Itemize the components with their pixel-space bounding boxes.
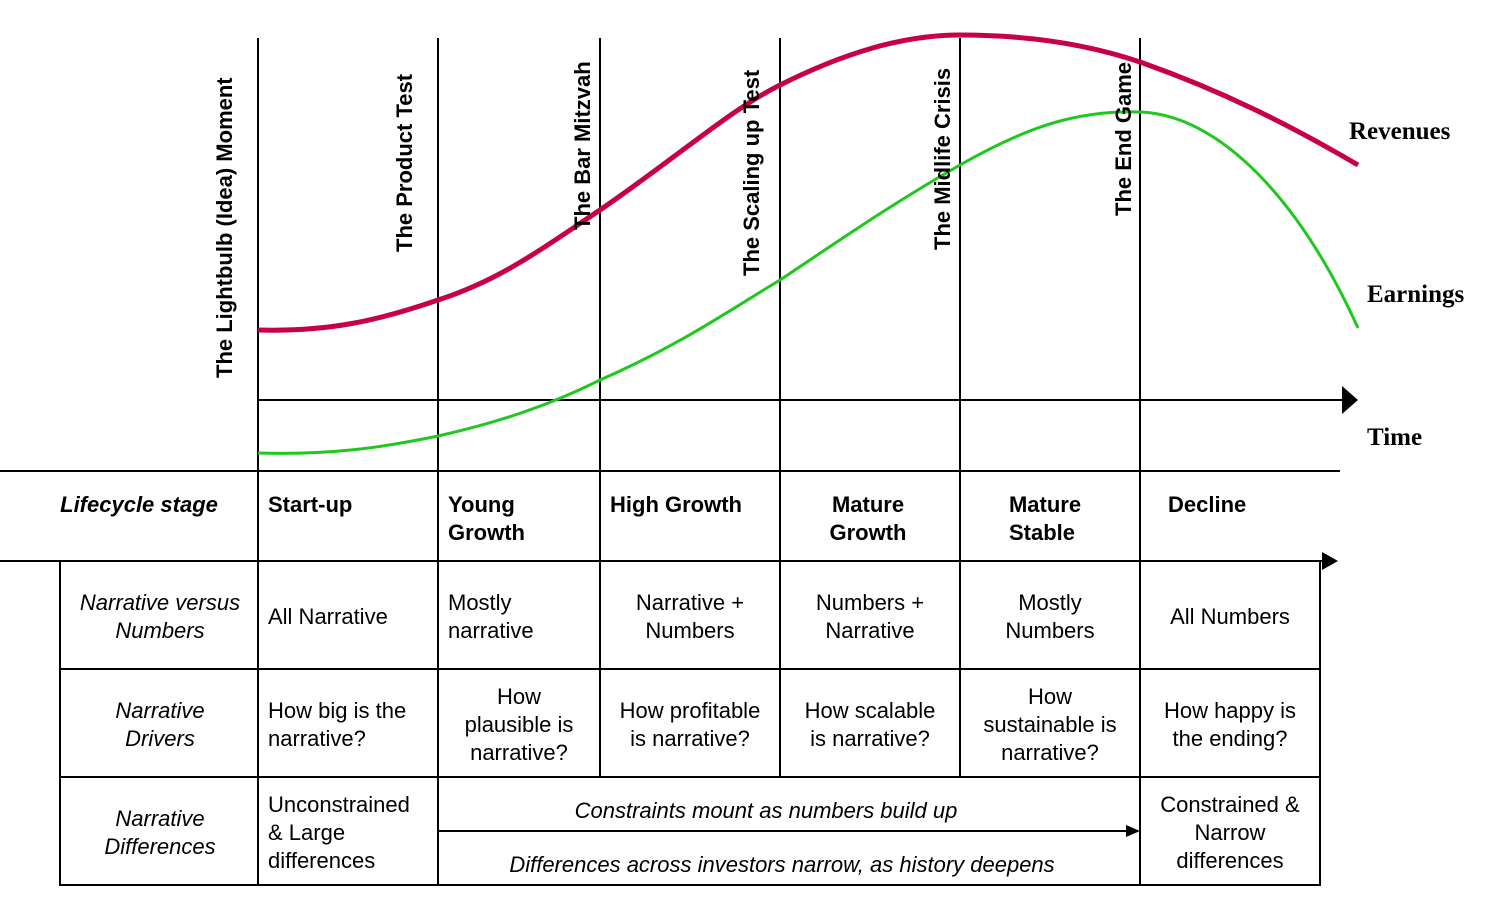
revenues-label: Revenues xyxy=(1349,118,1451,145)
stage-name: Decline xyxy=(1168,492,1246,517)
table-cell: How sustainable is narrative? xyxy=(983,684,1116,765)
milestone-lines xyxy=(257,38,1141,886)
table-cell: Unconstrained & Large differences xyxy=(268,792,410,873)
stage-names: Start-up Young Growth High Growth Mature G… xyxy=(268,492,1246,545)
stage-name: Mature Stable xyxy=(1009,492,1081,545)
milestone-label: The Product Test xyxy=(392,73,417,252)
table-cell: Numbers + Narrative xyxy=(816,590,924,643)
stage-name: High Growth xyxy=(610,492,742,517)
table-cell: How big is the narrative? xyxy=(268,698,406,751)
lifecycle-table xyxy=(0,470,1340,886)
time-axis-arrowhead xyxy=(1342,386,1358,414)
table-cell: Constrained & Narrow differences xyxy=(1160,792,1300,873)
row-header: Narrative Drivers xyxy=(115,698,204,751)
table-cell: Mostly narrative xyxy=(448,590,534,643)
constraints-arrowhead xyxy=(1126,825,1140,837)
table-row-narrative-differences: Narrative Differences Unconstrained & Larg… xyxy=(104,792,1300,877)
stage-arrowhead xyxy=(1322,552,1338,570)
table-cell: How plausible is narrative? xyxy=(465,684,574,765)
table-cell: How profitable is narrative? xyxy=(620,698,761,751)
milestone-label: The Midlife Crisis xyxy=(930,68,955,250)
revenues-curve xyxy=(257,32,1360,333)
milestone-label: The Lightbulb (Idea) Moment xyxy=(212,77,237,378)
stage-name: Young Growth xyxy=(448,492,525,545)
table-cell: All Numbers xyxy=(1170,604,1290,629)
milestone-label: The Scaling up Test xyxy=(739,69,764,276)
time-label: Time xyxy=(1367,424,1422,451)
stage-header: Lifecycle stage xyxy=(60,492,218,517)
earnings-label: Earnings xyxy=(1367,281,1465,308)
table-cell: Mostly Numbers xyxy=(1005,590,1094,643)
table-cell: Narrative + Numbers xyxy=(636,590,744,643)
table-row-narrative-drivers: Narrative Drivers How big is the narrative… xyxy=(115,684,1296,765)
table-cell: How scalable is narrative? xyxy=(805,698,936,751)
row-header: Narrative Differences xyxy=(104,806,215,859)
table-cell: All Narrative xyxy=(268,604,388,629)
constraints-note: Constraints mount as numbers build up xyxy=(575,798,958,823)
milestone-label: The Bar Mitzvah xyxy=(570,61,595,230)
stage-name: Start-up xyxy=(268,492,352,517)
table-cell: How happy is the ending? xyxy=(1164,698,1296,751)
table-row-narrative-vs-numbers: Narrative versus Numbers All Narrative Mo… xyxy=(80,590,1290,643)
earnings-curve xyxy=(257,110,1360,455)
row-header: Narrative versus Numbers xyxy=(80,590,240,643)
stage-name: Mature Growth xyxy=(830,492,907,545)
time-axis xyxy=(258,386,1358,414)
milestone-label: The End Game xyxy=(1111,62,1136,216)
milestone-labels: The Lightbulb (Idea) Moment The Product … xyxy=(212,61,1136,378)
investors-note: Differences across investors narrow, as … xyxy=(509,852,1054,877)
